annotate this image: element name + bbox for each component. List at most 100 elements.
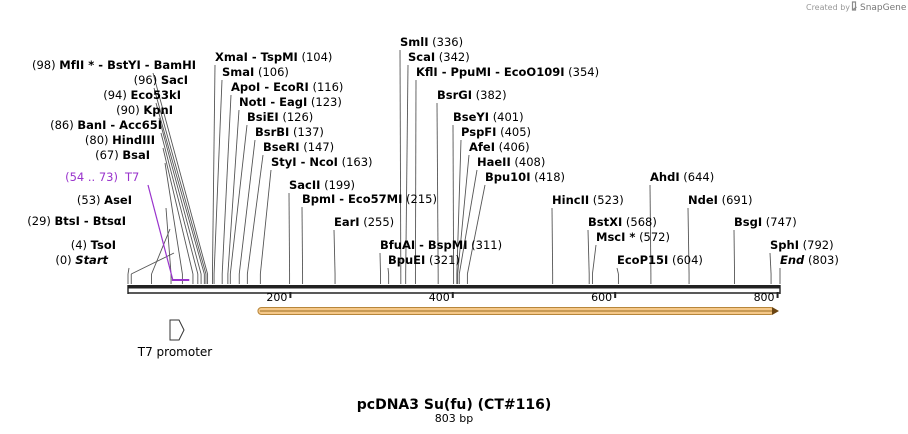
site-label-bani[interactable]: (86) BanI - Acc65I [50, 118, 162, 132]
site-label-scai[interactable]: ScaI (342) [408, 50, 470, 64]
site-position: (126) [282, 110, 313, 124]
site-label-bfuai[interactable]: BfuAI - BspMI (311) [380, 238, 502, 252]
site-position: (199) [324, 178, 355, 192]
site-label-bstxi[interactable]: BstXI (568) [588, 215, 657, 229]
site-position: (90) [116, 103, 140, 117]
site-label-ndei[interactable]: NdeI (691) [688, 193, 753, 207]
site-label-mfii[interactable]: (98) MfII * - BstYI - BamHI [32, 58, 196, 72]
enzyme-name: NdeI [688, 193, 718, 207]
site-label-bpu10i[interactable]: Bpu10I (418) [485, 170, 565, 184]
site-label-bsgi[interactable]: BsgI (747) [734, 215, 797, 229]
enzyme-name: Start [75, 253, 108, 267]
leader-line [162, 147, 194, 275]
leader-line [769, 252, 772, 275]
enzyme-name: BpmI [302, 192, 335, 206]
site-label-ahdi[interactable]: AhdI (644) [650, 170, 714, 184]
tick-label: 200 [266, 291, 287, 304]
site-position: (418) [534, 170, 565, 184]
tick-label: 800 [754, 291, 775, 304]
site-label-xmai[interactable]: XmaI - TspMI (104) [215, 50, 332, 64]
site-label-sphi[interactable]: SphI (792) [770, 238, 834, 252]
orf-arrow[interactable] [257, 307, 779, 315]
site-label-saci[interactable]: (96) SacI [134, 73, 188, 87]
leader-line [238, 139, 256, 275]
enzyme-name: SacI [161, 73, 188, 87]
primer-name-label[interactable]: T7 [124, 170, 139, 184]
site-position: (67) [95, 148, 119, 162]
primer-range-label: (54 .. 73) [65, 170, 118, 184]
site-position: (163) [342, 155, 373, 169]
site-label-bpmi[interactable]: BpmI - Eco57MI (215) [302, 192, 437, 206]
site-label-tsoi[interactable]: (4) TsoI [71, 238, 116, 252]
site-label-noti[interactable]: NotI - EagI (123) [239, 95, 342, 109]
site-label-bsiei[interactable]: BsiEI (126) [247, 110, 313, 124]
site-label-styi[interactable]: StyI - NcoI (163) [271, 155, 373, 169]
site-label-kpni[interactable]: (90) KpnI [116, 103, 173, 117]
leader-line [165, 207, 172, 275]
site-label-haeii[interactable]: HaeII (408) [477, 155, 545, 169]
site-position: (86) [50, 118, 74, 132]
leader-line [211, 64, 216, 275]
site-separator: - [491, 65, 504, 79]
site-label-msci[interactable]: MscI * (572) [596, 230, 670, 244]
enzyme-name: BfuAI [380, 238, 415, 252]
site-label-btsi[interactable]: (29) BtsI - BtsαI [27, 214, 126, 228]
site-separator: - [335, 192, 348, 206]
site-position: (311) [471, 238, 502, 252]
site-label-hincii[interactable]: HincII (523) [552, 193, 624, 207]
site-label-asei[interactable]: (53) AseI [77, 193, 132, 207]
enzyme-name: SphI [770, 238, 799, 252]
site-position: (104) [301, 50, 332, 64]
site-label-bsai[interactable]: (67) BsaI [95, 148, 150, 162]
enzyme-name: AseI [104, 193, 132, 207]
enzyme-name: ApoI [231, 80, 260, 94]
enzyme-name: TspMI [261, 50, 298, 64]
leader-line [466, 184, 486, 275]
site-label-start[interactable]: (0) Start [55, 253, 108, 267]
site-label-ecop15i[interactable]: EcoP15I (604) [617, 253, 703, 267]
site-separator: - [141, 58, 154, 72]
enzyme-name: KflI [416, 65, 438, 79]
leader-line [151, 228, 171, 275]
site-label-afei[interactable]: AfeI (406) [469, 140, 530, 154]
site-label-hindiii[interactable]: (80) HindIII [85, 133, 155, 147]
leader-line [405, 64, 409, 275]
enzyme-name: BtsI [55, 214, 80, 228]
site-position: (747) [766, 215, 797, 229]
site-position: (405) [500, 125, 531, 139]
t7-promoter-arrow-icon[interactable] [169, 319, 185, 341]
enzyme-name: Bpu10I [485, 170, 530, 184]
site-position: (572) [639, 230, 670, 244]
site-label-smai[interactable]: SmaI (106) [222, 65, 289, 79]
site-label-sacii[interactable]: SacII (199) [289, 178, 355, 192]
enzyme-name: BstXI [588, 215, 622, 229]
site-label-smli[interactable]: SmlI (336) [400, 35, 463, 49]
site-separator: - [438, 65, 451, 79]
site-position: (116) [312, 80, 343, 94]
enzyme-name: End [780, 253, 805, 267]
site-position: (792) [803, 238, 834, 252]
site-label-bpuei[interactable]: BpuEI (321) [388, 253, 460, 267]
leader-line [333, 229, 336, 275]
site-label-pspfi[interactable]: PspFI (405) [461, 125, 531, 139]
site-label-apoi[interactable]: ApoI - EcoRI (116) [231, 80, 343, 94]
site-position: (4) [71, 238, 87, 252]
site-label-bsrbi[interactable]: BsrBI (137) [255, 125, 324, 139]
enzyme-name: Eco53kI [130, 88, 181, 102]
leader-line [221, 94, 232, 275]
site-label-eco53ki[interactable]: (94) Eco53kI [103, 88, 181, 102]
enzyme-name: EcoRI [273, 80, 309, 94]
sequence-backbone [128, 285, 780, 289]
leader-line [160, 132, 199, 275]
site-label-end[interactable]: End (803) [780, 253, 839, 267]
feature-label: T7 promoter [137, 345, 213, 359]
enzyme-name: PpuMI [451, 65, 492, 79]
site-label-bseri[interactable]: BseRI (147) [263, 140, 334, 154]
site-label-bsrgi[interactable]: BsrGI (382) [437, 88, 507, 102]
map-title: pcDNA3 Su(fu) (CT#116) [357, 397, 551, 413]
site-label-kfli[interactable]: KflI - PpuMI - EcoO109I (354) [416, 65, 599, 79]
site-position: (354) [568, 65, 599, 79]
site-label-eari[interactable]: EarI (255) [334, 215, 394, 229]
leader-line [733, 229, 735, 275]
site-label-bseyi[interactable]: BseYI (401) [453, 110, 524, 124]
